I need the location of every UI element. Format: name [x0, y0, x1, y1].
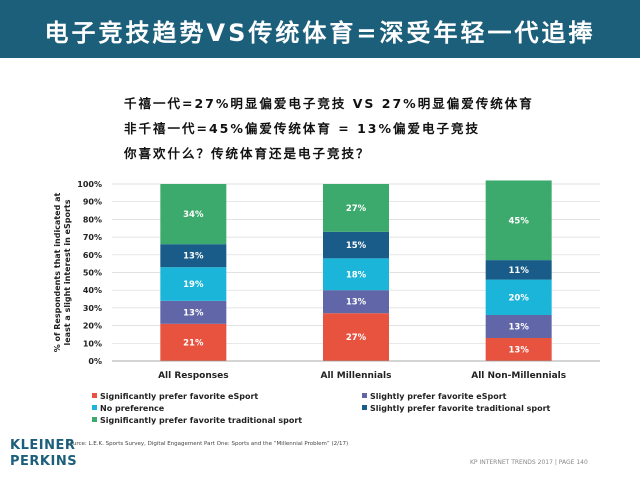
- x-category-label: All Millennials: [321, 371, 392, 381]
- data-label: 18%: [346, 270, 367, 280]
- page-title: 电子竞技趋势VS传统体育=深受年轻一代追捧: [44, 19, 596, 47]
- y-tick-label: 30%: [83, 304, 102, 313]
- data-label: 34%: [183, 210, 204, 220]
- legend-item-slight-traditional: Slightly prefer favorite traditional spo…: [362, 404, 550, 413]
- data-label: 27%: [346, 333, 367, 343]
- logo-line-2: PERKINS: [10, 454, 78, 469]
- data-label: 13%: [183, 308, 204, 318]
- legend-item-slight-esport: Slightly prefer favorite eSport: [362, 392, 506, 401]
- bar-segment: [485, 279, 552, 315]
- bar-segment: [485, 180, 552, 261]
- bar-segment: [323, 231, 389, 259]
- bar-segment: [323, 290, 389, 314]
- y-tick-label: 90%: [83, 198, 102, 207]
- data-label: 11%: [508, 266, 529, 276]
- data-label: 13%: [508, 322, 529, 332]
- y-tick-label: 60%: [83, 251, 102, 260]
- data-label: 15%: [346, 241, 367, 251]
- x-category-label: All Responses: [158, 371, 229, 381]
- bar-segment: [323, 184, 389, 232]
- data-label: 21%: [183, 338, 204, 348]
- legend-item-significant-esport: Significantly prefer favorite eSport: [92, 392, 258, 401]
- bar-segment: [160, 267, 227, 301]
- legend-swatch: [92, 393, 97, 398]
- data-label: 45%: [508, 216, 529, 226]
- legend-label: Significantly prefer favorite eSport: [100, 392, 259, 401]
- legend-label: Significantly prefer favorite traditiona…: [100, 416, 303, 425]
- bar-segment: [160, 323, 227, 361]
- footer-page-number: KP INTERNET TRENDS 2017 | PAGE 140: [470, 459, 588, 466]
- legend-swatch: [92, 417, 97, 422]
- bar-segment: [485, 314, 552, 338]
- data-label: 19%: [183, 280, 204, 290]
- x-category-label: All Non-Millennials: [471, 371, 566, 381]
- y-tick-label: 10%: [83, 339, 102, 348]
- bar-segment: [160, 300, 227, 324]
- legend-swatch: [92, 405, 97, 410]
- data-label: 13%: [346, 298, 367, 308]
- bar-segment: [323, 258, 389, 291]
- y-tick-label: 100%: [77, 180, 102, 189]
- legend-label: Slightly prefer favorite traditional spo…: [370, 404, 551, 413]
- legend-swatch: [362, 393, 367, 398]
- legend-item-no-preference: No preference: [92, 404, 164, 413]
- y-axis-label: % of Respondents that indicated atleast …: [53, 193, 72, 353]
- data-label: 13%: [508, 345, 529, 355]
- legend-label: No preference: [100, 404, 165, 413]
- y-tick-label: 80%: [83, 215, 102, 224]
- data-label: 27%: [346, 204, 367, 214]
- y-tick-label: 50%: [83, 269, 102, 278]
- subtitle-line-3: 你喜欢什么？传统体育还是电子竞技？: [124, 146, 371, 161]
- y-tick-label: 70%: [83, 233, 102, 242]
- logo-line-1: KLEINER: [10, 438, 76, 453]
- subtitle-line-1: 千禧一代=27%明显偏爱电子竞技 VS 27%明显偏爱传统体育: [124, 96, 534, 111]
- legend-label: Slightly prefer favorite eSport: [370, 392, 507, 401]
- title-banner: 电子竞技趋势VS传统体育=深受年轻一代追捧: [0, 0, 640, 58]
- data-label: 13%: [183, 252, 204, 262]
- legend-item-significant-traditional: Significantly prefer favorite traditiona…: [92, 416, 302, 425]
- y-tick-label: 0%: [88, 357, 102, 366]
- y-tick-label: 20%: [83, 322, 102, 331]
- bar-segment: [485, 260, 552, 280]
- subtitle-line-2: 非千禧一代=45%偏爱传统体育 = 13%偏爱电子竞技: [124, 121, 480, 136]
- data-label: 20%: [508, 293, 529, 303]
- bar-segment: [485, 337, 552, 361]
- bar-segment: [323, 313, 389, 361]
- y-tick-label: 40%: [83, 286, 102, 295]
- bar-segment: [160, 244, 227, 268]
- source-note: Source: L.E.K. Sports Survey, Digital En…: [66, 441, 349, 447]
- legend-swatch: [362, 405, 367, 410]
- bar-segment: [160, 184, 227, 245]
